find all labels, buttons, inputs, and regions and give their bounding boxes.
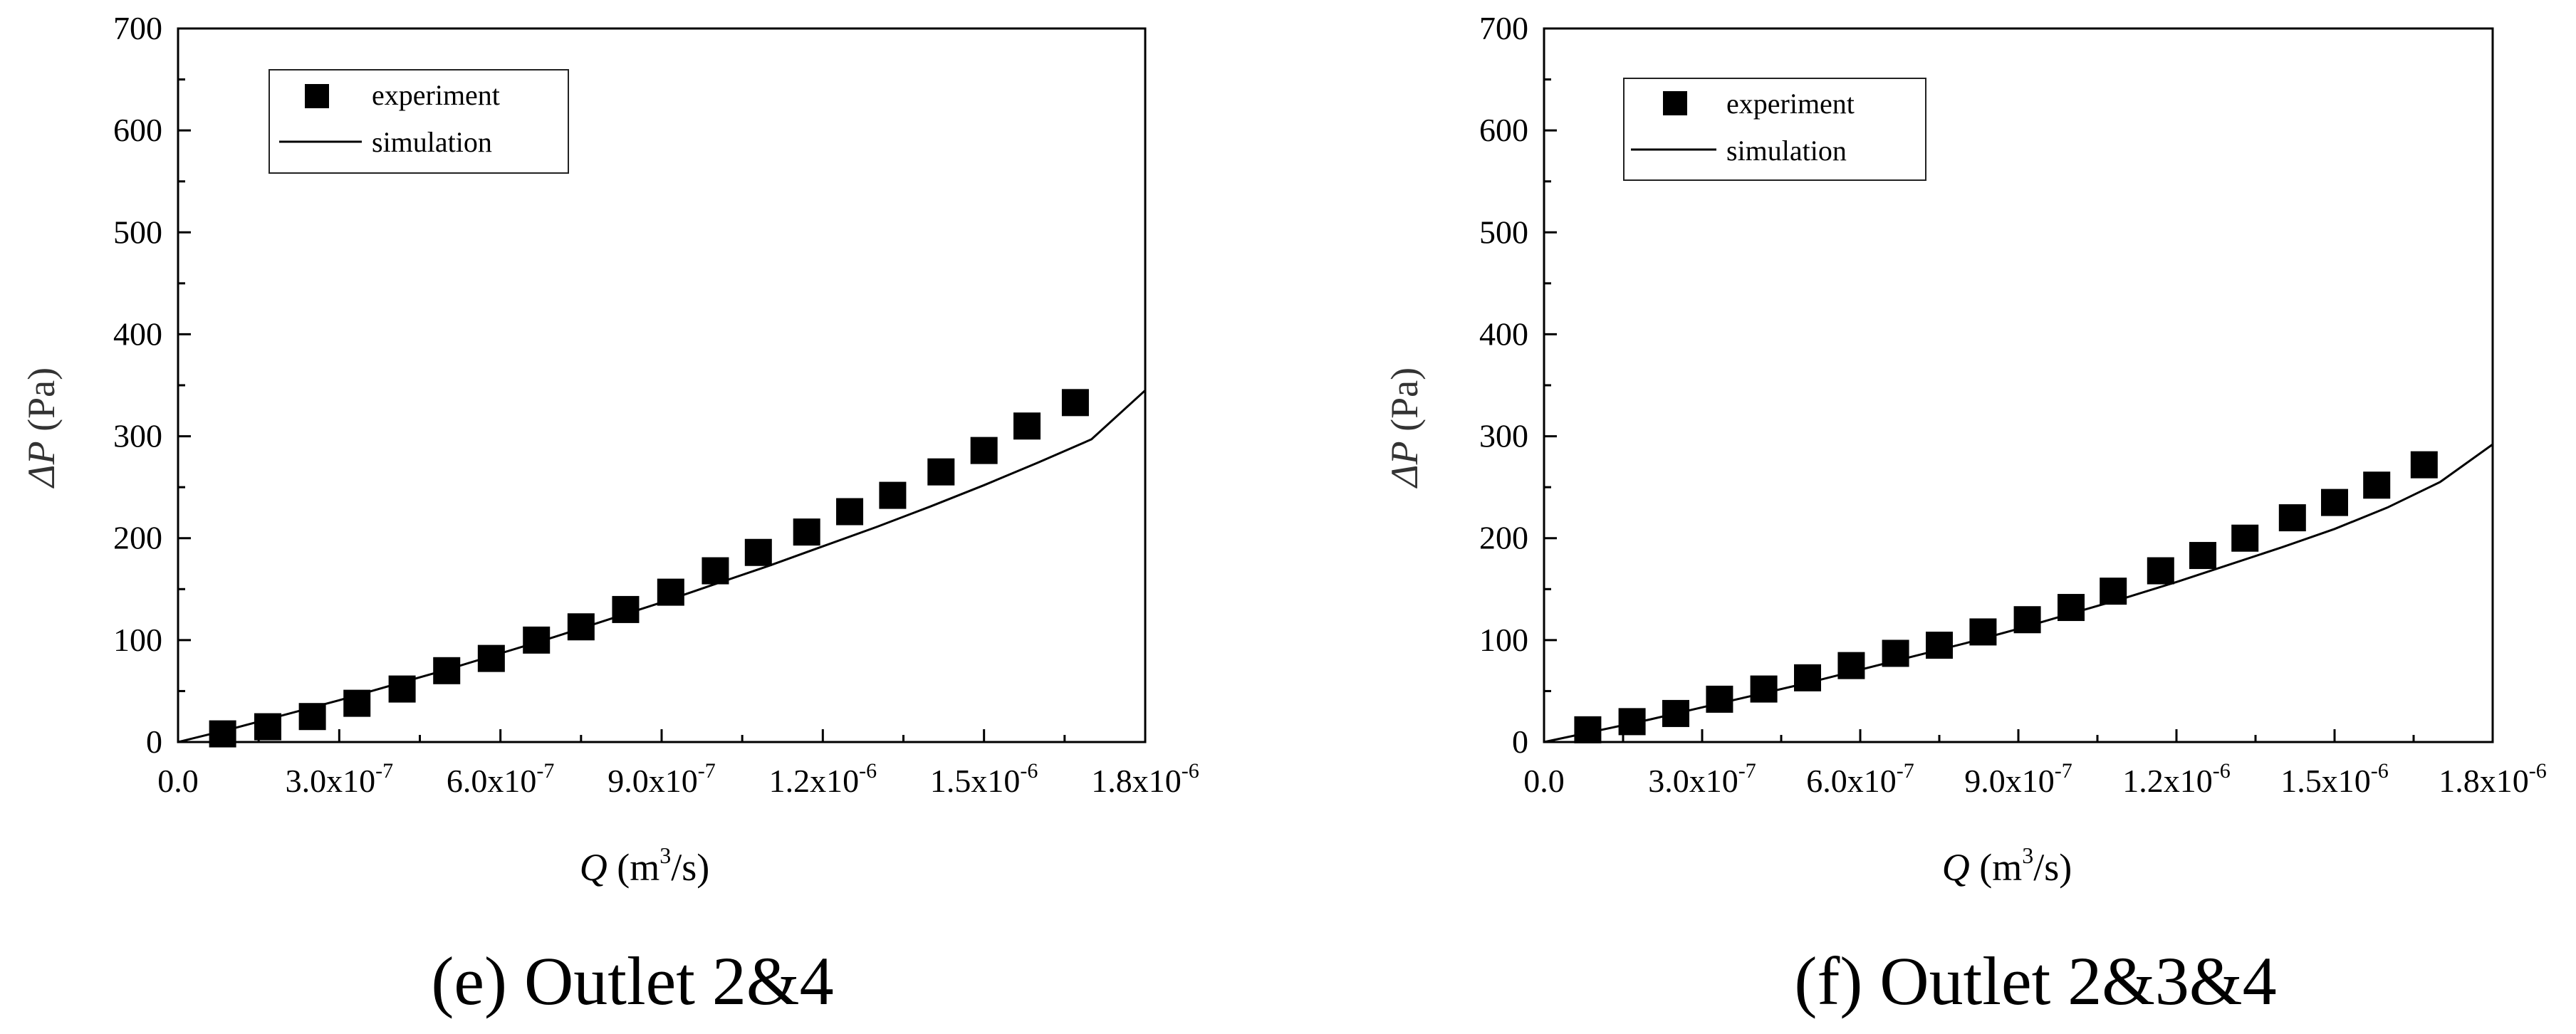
panel-f-experiment-point bbox=[2231, 524, 2259, 552]
panel-e-x-tick-label: 1.2x10-6 bbox=[769, 759, 877, 799]
panel-e-x-axis-label: Q (m3/s) bbox=[580, 842, 710, 889]
panel-e-plot bbox=[177, 27, 1147, 748]
panel-f-y-axis-label: ΔP (Pa) bbox=[1383, 367, 1426, 489]
panel-e-experiment-point bbox=[657, 578, 684, 606]
panel-e-experiment-point bbox=[343, 689, 371, 717]
panel-e-yticks: 0 100 200 300 400 500 600 700 bbox=[113, 10, 191, 760]
panel-f-y-tick-label: 300 bbox=[1479, 418, 1528, 454]
panel-f-experiment-point bbox=[1750, 675, 1778, 703]
panel-e-y-axis-label: ΔP (Pa) bbox=[20, 367, 63, 489]
panel-f-experiment-point bbox=[1706, 685, 1733, 713]
panel-e-x-tick-label: 1.5x10-6 bbox=[930, 759, 1038, 799]
panel-f-experiment-point bbox=[2278, 504, 2306, 532]
panel-f-y-tick-label: 700 bbox=[1479, 10, 1528, 46]
panel-e-y-tick-label: 400 bbox=[113, 315, 162, 352]
panel-e-legend-simulation: simulation bbox=[372, 126, 492, 158]
panel-f-experiment-point bbox=[1794, 664, 1821, 691]
panel-e-x-tick-label: 6.0x10-7 bbox=[447, 759, 555, 799]
panel-e-y-tick-label: 500 bbox=[113, 214, 162, 250]
panel-f-x-tick-label: 1.5x10-6 bbox=[2280, 759, 2389, 799]
panel-e-y-tick-label: 200 bbox=[113, 520, 162, 556]
panel-e-experiment-point bbox=[793, 518, 820, 546]
panel-e-xticks: 0.0 3.0x10-7 6.0x10-7 9.0x10-7 1.2x10-6 1.5x1… bbox=[157, 729, 1199, 799]
panel-f-y-tick-label: 200 bbox=[1479, 520, 1528, 556]
panel-e-legend-experiment: experiment bbox=[372, 79, 500, 111]
panel-e-experiment-point bbox=[927, 458, 955, 486]
panel-e-y-tick-label: 100 bbox=[113, 622, 162, 658]
panel-f-x-tick-label: 6.0x10-7 bbox=[1806, 759, 1914, 799]
panel-e-experiment-point bbox=[702, 557, 729, 585]
panel-f-experiment-point bbox=[2321, 489, 2348, 516]
panel-e-axes-frame bbox=[177, 27, 1147, 743]
panel-f-y-tick-label: 0 bbox=[1512, 724, 1528, 760]
panel-e: 0.0 3.0x10-7 6.0x10-7 9.0x10-7 1.2x10-6 1.5x1… bbox=[20, 10, 1199, 1019]
panel-f-legend-box bbox=[1623, 78, 1926, 181]
panel-f-x-tick-label: 0.0 bbox=[1523, 763, 1565, 799]
panel-f-axes-frame bbox=[1543, 27, 2494, 743]
panel-e-experiment-point bbox=[879, 481, 907, 509]
panel-e-experiment-point bbox=[567, 613, 595, 641]
panel-e-legend-marker-icon bbox=[305, 84, 329, 108]
panel-e-experiment-point bbox=[1013, 412, 1041, 440]
panel-f-legend-simulation: simulation bbox=[1726, 135, 1847, 167]
panel-f-x-tick-label: 9.0x10-7 bbox=[1964, 759, 2072, 799]
panel-f-experiment-point bbox=[2147, 557, 2174, 585]
panel-e-experiment-point bbox=[612, 595, 640, 623]
panel-e-experiment-point bbox=[744, 538, 772, 566]
panel-e-x-tick-label: 0.0 bbox=[157, 763, 199, 799]
panel-e-experiment-point bbox=[970, 437, 998, 464]
panel-e-y-tick-label: 600 bbox=[113, 112, 162, 148]
panel-f-experiment-point bbox=[2410, 451, 2438, 479]
panel-f-legend-experiment: experiment bbox=[1726, 88, 1855, 120]
panel-e-y-tick-label: 0 bbox=[146, 724, 162, 760]
panel-f-experiment-point bbox=[2363, 471, 2391, 499]
panel-f-yticks: 0 100 200 300 400 500 600 700 bbox=[1479, 10, 1557, 760]
panel-f-simulation-line bbox=[1543, 443, 2493, 743]
panel-f-x-tick-label: 1.2x10-6 bbox=[2122, 759, 2231, 799]
panel-e-y-tick-label: 700 bbox=[113, 10, 162, 46]
panel-e-experiment-point bbox=[836, 498, 864, 526]
panel-f-experiment-point bbox=[2100, 578, 2127, 605]
panel-e-simulation-line bbox=[177, 390, 1147, 743]
panel-f-y-tick-label: 400 bbox=[1479, 315, 1528, 352]
panel-f-xticks: 0.0 3.0x10-7 6.0x10-7 9.0x10-7 1.2x10-6 1.5x1… bbox=[1523, 729, 2547, 799]
panel-f-experiment-point bbox=[1926, 632, 1953, 659]
panel-f-x-tick-label: 1.8x10-6 bbox=[2439, 759, 2547, 799]
panel-e-x-tick-label: 1.8x10-6 bbox=[1091, 759, 1199, 799]
panel-f-legend-marker-icon bbox=[1663, 91, 1687, 115]
panel-e-experiment-point bbox=[1061, 389, 1089, 417]
panel-f-x-tick-label: 3.0x10-7 bbox=[1648, 759, 1756, 799]
panel-e-y-tick-label: 300 bbox=[113, 418, 162, 454]
panel-f-experiment-point bbox=[2189, 542, 2216, 570]
panel-f-x-axis-label: Q (m3/s) bbox=[1942, 842, 2072, 889]
panel-e-legend-box bbox=[268, 69, 569, 174]
panel-f-y-tick-label: 600 bbox=[1479, 112, 1528, 148]
panel-e-x-tick-label: 9.0x10-7 bbox=[608, 759, 716, 799]
panel-f-plot bbox=[1543, 27, 2494, 743]
panel-e-caption: (e) Outlet 2&4 bbox=[431, 943, 833, 1019]
panel-f-y-tick-label: 500 bbox=[1479, 214, 1528, 250]
panel-f-y-tick-label: 100 bbox=[1479, 622, 1528, 658]
panel-f-caption: (f) Outlet 2&3&4 bbox=[1794, 943, 2276, 1019]
panel-f: 0.0 3.0x10-7 6.0x10-7 9.0x10-7 1.2x10-6 1.5x1… bbox=[1383, 10, 2547, 1019]
panel-e-x-tick-label: 3.0x10-7 bbox=[286, 759, 394, 799]
